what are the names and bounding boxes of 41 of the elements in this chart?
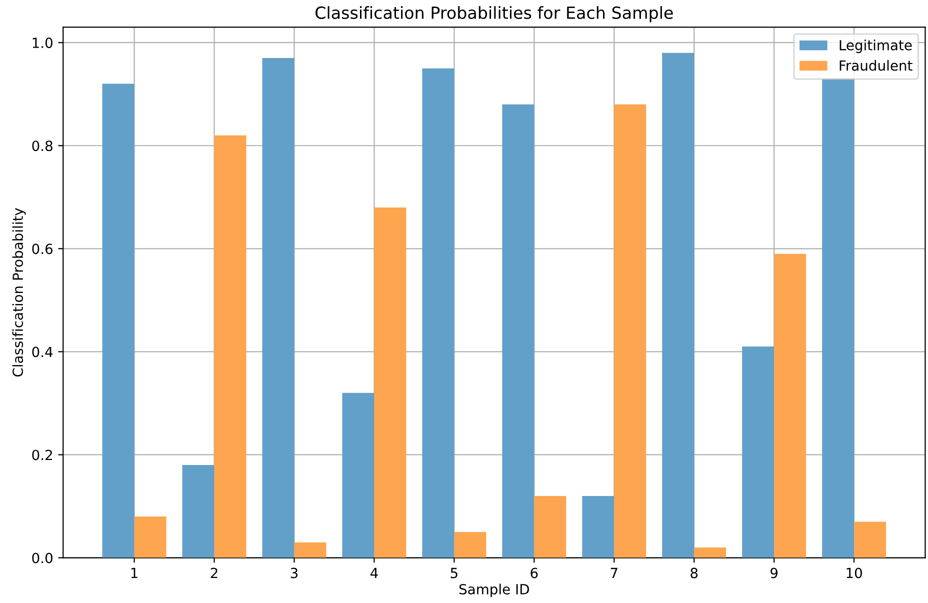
bar (662, 52, 694, 558)
bar (214, 135, 246, 558)
y-tick-label: 0.0 (32, 552, 52, 564)
x-tick-label: 10 (846, 568, 862, 578)
bar (422, 68, 454, 558)
bar (102, 84, 134, 558)
bar (342, 392, 374, 558)
y-tick-label: 1.0 (32, 38, 52, 48)
bar (694, 547, 726, 558)
x-tick-label: 3 (290, 568, 298, 578)
legend-label: Fraudulent (840, 60, 912, 71)
bar (854, 522, 886, 558)
bar (822, 78, 854, 558)
x-tick-label: 8 (690, 568, 698, 578)
x-axis-title: Sample ID (459, 584, 529, 598)
bar (134, 516, 166, 558)
x-tick-label: 9 (770, 568, 778, 578)
bar (614, 104, 646, 558)
x-tick-label: 2 (210, 568, 218, 578)
x-tick-label: 6 (530, 568, 538, 578)
legend-label: Legitimate (840, 40, 912, 54)
bar (742, 346, 774, 558)
y-tick-label: 0.6 (32, 244, 53, 254)
x-tick-label: 7 (610, 568, 618, 578)
y-tick-label: 0.8 (32, 140, 52, 152)
bar (502, 104, 534, 558)
bar (294, 542, 326, 558)
bar (534, 496, 566, 558)
bar (454, 532, 486, 558)
y-axis-title: Classification Probability (12, 208, 26, 377)
x-tick-label: 5 (450, 568, 458, 578)
y-tick-label: 0.4 (32, 346, 53, 358)
x-tick-label: 4 (370, 568, 378, 578)
bar (374, 207, 406, 558)
y-tick-label: 0.2 (32, 450, 52, 460)
bar (774, 254, 806, 558)
bar (262, 58, 294, 558)
chart-title: Classification Probabilities for Each Sample (316, 6, 673, 22)
bar (182, 465, 214, 558)
x-tick-label: 1 (131, 568, 138, 578)
bar (582, 496, 614, 558)
